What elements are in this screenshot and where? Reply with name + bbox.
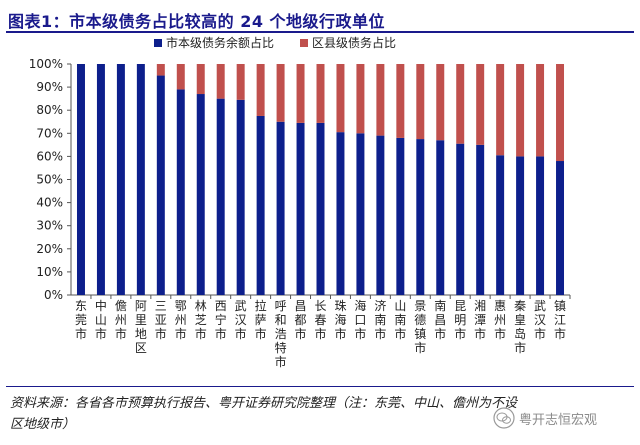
bar-city-11 [276, 121, 285, 295]
y-tick-label: 50% [36, 173, 63, 187]
y-tick-label: 10% [36, 265, 63, 279]
bar-city-6 [176, 89, 185, 295]
y-tick-label: 40% [36, 196, 63, 210]
x-tick-label-23: 秦皇岛市 [514, 299, 526, 355]
bar-county-7 [196, 64, 205, 95]
x-tick-label-1: 东莞市 [75, 299, 87, 341]
bar-county-20 [456, 64, 465, 144]
bar-county-22 [496, 64, 505, 156]
wechat-icon [493, 407, 515, 429]
bar-county-24 [536, 64, 545, 157]
bar-city-13 [316, 122, 325, 295]
x-tick-label-17: 山南市 [394, 299, 406, 341]
legend-label-1: 市本级债务余额占比 [166, 35, 274, 50]
bar-city-14 [336, 132, 345, 295]
source-divider [6, 386, 634, 387]
bar-county-15 [356, 64, 365, 134]
bar-county-19 [436, 64, 445, 141]
x-tick-label-8: 西宁市 [215, 299, 227, 341]
bar-city-22 [496, 155, 505, 295]
bar-county-16 [376, 64, 385, 136]
bar-county-18 [416, 64, 425, 140]
bar-county-21 [476, 64, 485, 145]
x-tick-label-25: 镇江市 [554, 299, 566, 341]
watermark: 粤开志恒宏观 [493, 405, 633, 431]
bar-county-12 [296, 64, 305, 123]
y-tick-label: 20% [36, 242, 63, 256]
x-tick-label-24: 武汉市 [534, 299, 546, 341]
bar-city-18 [416, 139, 425, 295]
y-tick-label: 60% [36, 149, 63, 163]
x-tick-label-22: 惠州市 [494, 299, 506, 341]
bar-county-9 [236, 64, 245, 100]
bar-county-23 [516, 64, 525, 157]
x-tick-label-5: 三亚市 [155, 299, 167, 341]
bar-city-19 [436, 140, 445, 295]
watermark-text: 粤开志恒宏观 [519, 412, 598, 428]
x-tick-label-13: 长春市 [314, 299, 326, 341]
x-tick-label-3: 儋州市 [115, 299, 127, 341]
bar-city-23 [516, 156, 525, 295]
bar-city-17 [396, 137, 405, 295]
bar-city-12 [296, 122, 305, 295]
bar-city-8 [216, 98, 225, 296]
stacked-bar-chart: 市本级债务余额占比 区县级债务占比 0% 10% 20% 30% 40% 50% 60% 70% 8… [29, 35, 571, 369]
x-tick-label-6: 鄂州市 [175, 299, 187, 341]
bar-city-2 [96, 64, 105, 295]
x-tick-label-18: 景德镇市 [414, 299, 426, 355]
y-tick-label: 0% [44, 288, 63, 302]
x-tick-label-19: 南昌市 [434, 298, 446, 341]
legend-swatch-2 [300, 39, 308, 47]
bar-county-14 [336, 64, 345, 133]
chart-title: 图表1：市本级债务占比较高的 24 个地级行政单位 [8, 12, 386, 31]
bar-city-25 [556, 161, 565, 295]
x-tick-label-11: 呼和浩特市 [275, 299, 287, 369]
bar-city-1 [76, 64, 85, 295]
y-tick-label: 100% [29, 57, 63, 71]
bar-county-13 [316, 64, 325, 123]
bar-county-17 [396, 64, 405, 138]
x-tick-label-4: 阿里地区 [135, 299, 147, 355]
bar-county-25 [556, 64, 565, 162]
legend-swatch-1 [154, 39, 162, 47]
title-bar: 图表1：市本级债务占比较高的 24 个地级行政单位 [6, 4, 634, 33]
x-tick-label-12: 昌都市 [295, 299, 307, 341]
bar-city-3 [116, 64, 125, 295]
legend-label-2: 区县级债务占比 [312, 35, 396, 50]
bar-city-15 [356, 133, 365, 295]
bar-city-7 [196, 94, 205, 295]
bar-city-5 [156, 75, 165, 295]
bar-city-9 [236, 99, 245, 296]
y-tick-label: 30% [36, 219, 63, 233]
bar-city-20 [456, 143, 465, 295]
x-tick-label-9: 武汉市 [235, 299, 247, 341]
y-tick-label: 80% [36, 103, 63, 117]
bar-county-10 [256, 64, 265, 116]
y-tick-label: 90% [36, 80, 63, 94]
bar-county-11 [276, 64, 285, 122]
x-tick-label-14: 珠海市 [334, 299, 346, 341]
bar-city-24 [536, 156, 545, 295]
y-tick-label: 70% [36, 126, 63, 140]
x-tick-label-15: 海口市 [354, 298, 366, 341]
source-note: 资料来源：各省各市预算执行报告、粤开证券研究院整理（注：东莞、中山、儋州为不设区… [10, 396, 518, 432]
x-tick-label-20: 昆明市 [454, 299, 466, 341]
x-tick-label-21: 湘潭市 [474, 298, 486, 341]
bar-city-21 [476, 144, 485, 295]
bar-city-16 [376, 135, 385, 295]
x-tick-label-10: 拉萨市 [255, 298, 267, 341]
bar-county-6 [176, 64, 185, 90]
bar-city-4 [136, 64, 145, 295]
bar-county-5 [156, 64, 165, 76]
x-tick-label-7: 林芝市 [195, 299, 207, 341]
x-tick-label-2: 中山市 [95, 298, 107, 341]
x-tick-label-16: 济南市 [374, 298, 386, 341]
bar-county-8 [216, 64, 225, 99]
bar-city-10 [256, 115, 265, 295]
